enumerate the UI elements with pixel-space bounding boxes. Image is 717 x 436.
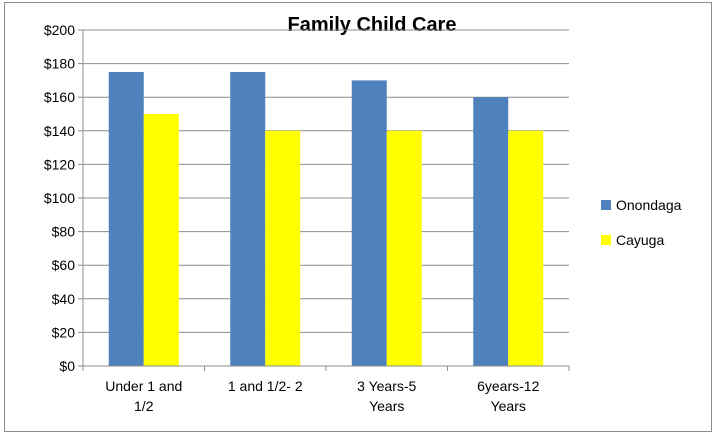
y-tick-label: $100 xyxy=(44,190,75,206)
bar-onondaga-2 xyxy=(351,80,387,367)
y-tick-label: $160 xyxy=(44,89,75,105)
bar-onondaga-1 xyxy=(230,72,266,366)
y-tick-label: $0 xyxy=(59,358,75,374)
legend-swatch-cayuga xyxy=(601,235,611,245)
x-tick-label: Under 1 and 1/2 xyxy=(105,378,182,414)
legend-label-onondaga: Onondaga xyxy=(616,197,682,213)
x-axis-ticks: Under 1 and 1/2 1 and 1/2- 2 3 Years-5 Years… xyxy=(105,378,539,414)
y-tick-label: $200 xyxy=(44,22,75,38)
legend-swatch-onondaga xyxy=(601,200,611,210)
bars xyxy=(108,72,544,367)
legend-label-cayuga: Cayuga xyxy=(616,232,664,248)
legend: Onondaga Cayuga xyxy=(601,197,682,248)
x-tick-label: 3 Years-5 Years xyxy=(357,378,416,414)
x-tick-label-line: 1 and 1/2- 2 xyxy=(228,378,303,394)
x-tick-label-line: Years xyxy=(491,398,526,414)
bar-cayuga-2 xyxy=(386,130,422,366)
y-tick-label: $140 xyxy=(44,123,75,139)
y-tick-label: $20 xyxy=(52,324,76,340)
x-tick-label-line: 6years-12 xyxy=(477,378,539,394)
y-axis-ticks: $0 $20 $40 $60 $80 $100 $120 $140 $160 $180 $200 xyxy=(44,22,75,374)
bar-cayuga-1 xyxy=(265,130,301,366)
axes xyxy=(78,29,570,371)
y-tick-label: $40 xyxy=(52,291,76,307)
x-tick-label: 1 and 1/2- 2 xyxy=(228,378,303,394)
x-tick-label-line: Under 1 and xyxy=(105,378,182,394)
bar-cayuga-0 xyxy=(143,114,179,366)
bar-onondaga-3 xyxy=(473,97,509,366)
bar-onondaga-0 xyxy=(108,72,144,366)
x-tick-label-line: 3 Years-5 xyxy=(357,378,416,394)
y-tick-label: $80 xyxy=(52,224,76,240)
bar-cayuga-3 xyxy=(508,130,544,366)
x-tick-label-line: Years xyxy=(369,398,404,414)
y-tick-label: $120 xyxy=(44,156,75,172)
x-tick-label-line: 1/2 xyxy=(134,398,154,414)
chart-title: Family Child Care xyxy=(288,14,457,36)
x-tick-label: 6years-12 Years xyxy=(477,378,539,414)
y-tick-label: $60 xyxy=(52,257,76,273)
y-tick-label: $180 xyxy=(44,56,75,72)
